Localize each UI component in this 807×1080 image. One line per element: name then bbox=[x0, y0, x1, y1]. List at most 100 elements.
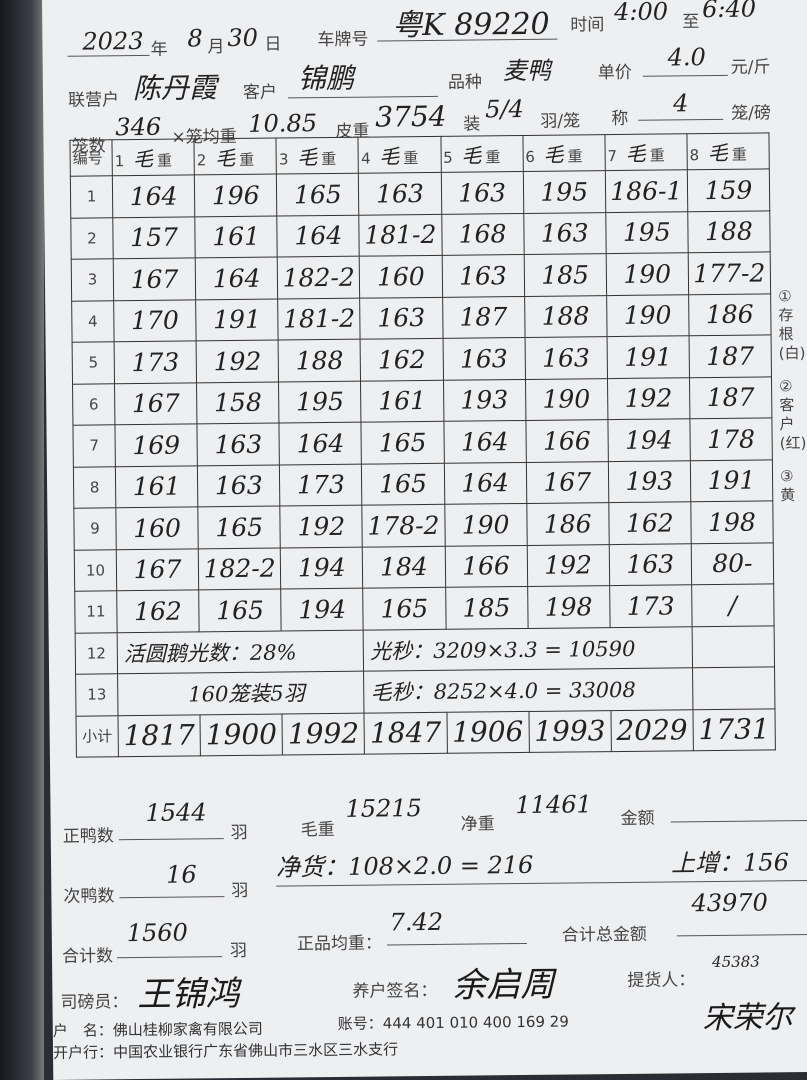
tare: 3754 bbox=[375, 99, 447, 134]
weight-cell: 80- bbox=[691, 542, 774, 585]
plate: 粤K 89220 bbox=[392, 6, 550, 44]
row-number: 9 bbox=[73, 507, 117, 550]
price: 4.0 bbox=[667, 43, 706, 72]
column-label: 重 bbox=[321, 149, 337, 169]
weight-cell: 187 bbox=[689, 376, 772, 419]
weight-cell: 165 bbox=[197, 506, 281, 549]
day-label: 日 bbox=[264, 34, 282, 55]
weight-cell: 160 bbox=[359, 255, 443, 298]
weight-cell: 177-2 bbox=[688, 251, 771, 295]
weight-cell: 164 bbox=[279, 422, 362, 465]
row12-note-right: 光秒：3209×3.3 = 10590 bbox=[363, 626, 693, 672]
table-row-12: 12 活圆鹅光数：28% 光秒：3209×3.3 = 10590 bbox=[75, 625, 775, 675]
column-number: 3 bbox=[278, 150, 289, 169]
plate-label: 车牌号 bbox=[317, 29, 369, 51]
column-number: 6 bbox=[525, 147, 535, 166]
column-number: 5 bbox=[443, 148, 453, 167]
column-number: 2 bbox=[196, 151, 207, 170]
row-number: 3 bbox=[71, 258, 114, 301]
weight-cell: 198 bbox=[527, 585, 610, 628]
weight-cell: 162 bbox=[116, 589, 200, 633]
table-row: 5 173 192 188 162 163 163 191 187 bbox=[72, 334, 772, 384]
weight-cell: 195 bbox=[522, 170, 606, 213]
weight-cell: 167 bbox=[113, 257, 196, 301]
weight-cell: 186 bbox=[688, 293, 772, 336]
net-label: 净重 bbox=[460, 814, 495, 835]
variety-label: 品种 bbox=[447, 72, 482, 93]
weight-cell: 193 bbox=[608, 460, 691, 503]
column-header-7: 7 毛重 bbox=[604, 133, 688, 171]
account-no: 444 401 010 400 169 29 bbox=[382, 1012, 569, 1033]
column-number: 7 bbox=[607, 146, 618, 166]
customer-label: 客户 bbox=[242, 82, 278, 103]
weight-cell: 170 bbox=[113, 299, 197, 342]
subtotal-cell: 1847 bbox=[364, 711, 447, 755]
column-mark: 毛 bbox=[707, 140, 728, 166]
account-name: 佛山桂柳家禽有限公司 bbox=[112, 1019, 263, 1040]
weight-cell: 181-2 bbox=[359, 213, 442, 257]
picker-signature: 宋荣尔 bbox=[702, 1000, 793, 1037]
weight-cell: 173 bbox=[279, 463, 363, 507]
weight-cell: 164 bbox=[195, 257, 278, 300]
column-mark: 毛 bbox=[297, 145, 318, 170]
weight-cell: 165 bbox=[363, 587, 446, 630]
column-label: 重 bbox=[567, 147, 583, 166]
weight-cell: 195 bbox=[605, 211, 689, 254]
row-number: 10 bbox=[74, 549, 117, 592]
weight-cell: 166 bbox=[525, 419, 609, 462]
column-header-1: 1 毛重 bbox=[111, 138, 195, 176]
weight-cell: 190 bbox=[525, 378, 608, 421]
table-row: 4 170 191 181-2 163 187 188 190 186 bbox=[71, 293, 772, 343]
gross-weight: 15215 bbox=[345, 794, 422, 823]
weighing-form: 2023 年 8 月 30 日 车牌号 粤K 89220 时间 4:00 至 6… bbox=[42, 0, 807, 1080]
price-unit: 元/斤 bbox=[730, 57, 771, 78]
copy-note: ①存根(白) ②客户(红) ③黄 bbox=[778, 287, 807, 505]
table-row-13: 13 160笼装5羽 毛秒：8252×4.0 = 33008 bbox=[75, 666, 775, 716]
customer: 锦鹏 bbox=[297, 61, 355, 96]
cages: 346 bbox=[115, 112, 162, 142]
total-amount: 43970 bbox=[691, 888, 768, 918]
unit: 羽 bbox=[229, 940, 248, 962]
good-count: 1544 bbox=[145, 798, 207, 827]
scale: 4 bbox=[672, 89, 689, 118]
column-label: 重 bbox=[649, 146, 665, 165]
weight-cell: 167 bbox=[114, 382, 198, 425]
weight-cell: 162 bbox=[608, 501, 692, 545]
no-header: 编号 bbox=[69, 139, 113, 177]
weight-cell: 163 bbox=[440, 171, 524, 214]
column-label: 重 bbox=[731, 145, 747, 164]
weight-cell: 165 bbox=[361, 462, 445, 506]
weight-cell: 182-2 bbox=[198, 547, 281, 590]
table-row: 6 167 158 195 161 193 190 192 187 bbox=[72, 376, 772, 426]
weight-cell: 191 bbox=[195, 298, 279, 341]
weight-cell: 161 bbox=[194, 215, 278, 258]
subtotal-row: 小计 1817 1900 1992 1847 1906 1993 2029 1731 bbox=[75, 708, 776, 758]
weight-cell: 164 bbox=[112, 174, 195, 218]
weight-cell: 173 bbox=[609, 584, 692, 628]
copy-note-2: ②客户(红) bbox=[778, 377, 807, 453]
second-label: 次鸭数 bbox=[63, 886, 115, 907]
avg-weight: 7.42 bbox=[389, 907, 444, 937]
scale-label: 称 bbox=[611, 108, 629, 130]
scale-unit: 笼/磅 bbox=[731, 103, 772, 124]
weight-cell: 173 bbox=[114, 340, 197, 384]
second-note: 净货：108×2.0 = 216 bbox=[275, 850, 534, 882]
weight-cell: 163 bbox=[197, 423, 280, 466]
year-label: 年 bbox=[150, 39, 168, 60]
extra-note: 上增：156 bbox=[670, 848, 790, 878]
weight-cell: 163 bbox=[524, 336, 608, 379]
column-header-3: 3 毛重 bbox=[276, 137, 359, 175]
row-number: 12 bbox=[75, 632, 118, 675]
row-number: 8 bbox=[73, 466, 116, 509]
column-label: 重 bbox=[156, 151, 173, 170]
row12-note-left: 活圆鹅光数：28% bbox=[117, 629, 364, 674]
weight-cell: 165 bbox=[198, 589, 282, 632]
row13-note-right: 毛秒：8252×4.0 = 33008 bbox=[363, 667, 693, 713]
weight-cell: 196 bbox=[194, 174, 278, 217]
cage-avg: 10.85 bbox=[248, 109, 318, 138]
weigher-signature: 王锦鸿 bbox=[137, 973, 240, 1016]
column-mark: 毛 bbox=[132, 146, 154, 172]
total-amount-label: 合计总金额 bbox=[561, 924, 647, 946]
weight-cell: 198 bbox=[690, 500, 774, 544]
